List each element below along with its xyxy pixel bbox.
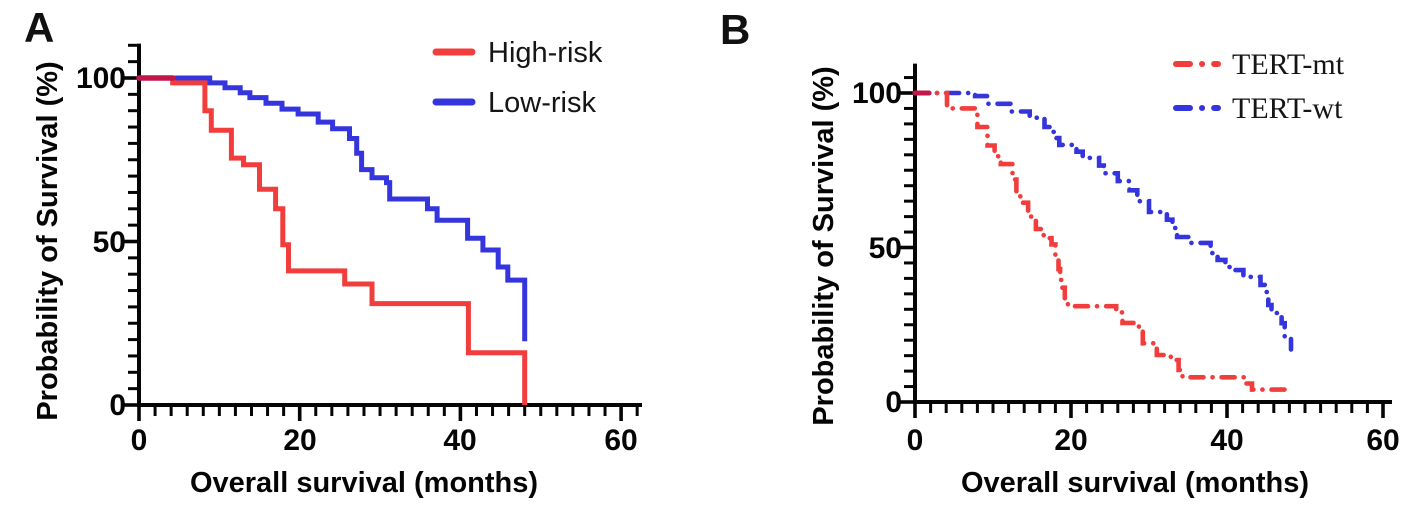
legend-tert-mt-label: TERT-mt (1232, 48, 1345, 81)
panel-a-y-tick-0: 0 (109, 389, 126, 422)
panel-a-y-tick-100: 100 (76, 62, 126, 95)
panel-a-x-tick-20: 20 (283, 424, 316, 457)
panel-b-y-tick-50: 50 (869, 232, 902, 265)
panel-b-x-tick-0: 0 (907, 424, 924, 457)
curve-high-risk (139, 75, 528, 405)
curve-low-risk (139, 75, 528, 342)
legend-tert-wt-label: TERT-wt (1232, 92, 1343, 125)
panel-b-x-tick-20: 20 (1054, 424, 1087, 457)
panel-a-legend: High-risk Low-risk (432, 37, 603, 119)
panel-a-x-tick-40: 40 (443, 424, 476, 457)
panel-a-x-tick-0: 0 (131, 424, 148, 457)
panel-b-letter: B (720, 6, 750, 53)
panel-a-x-tick-60: 60 (604, 424, 637, 457)
panel-a-x-axis-title: Overall survival (months) (190, 467, 538, 499)
curve-tert-wt (912, 90, 1294, 352)
panel-a-y-tick-50: 50 (93, 226, 126, 259)
panel-a-plot-area (123, 43, 642, 421)
panel-b-legend: TERT-mt TERT-wt (1173, 48, 1345, 125)
panel-b-y-axis-title: Probability of Survival (%) (808, 66, 840, 425)
panel-b-plot-area (899, 63, 1392, 418)
curve-tert-mt (912, 90, 1294, 392)
panel-b-y-tick-0: 0 (885, 386, 902, 419)
legend-low-risk-label: Low-risk (488, 87, 596, 119)
legend-high-risk-label: High-risk (488, 37, 603, 69)
panel-a-y-axis-title: Probability of Survival (%) (32, 61, 64, 420)
panel-b-x-axis-title: Overall survival (months) (961, 467, 1309, 499)
panel-b-y-tick-100: 100 (852, 77, 902, 110)
panel-b-x-tick-60: 60 (1366, 424, 1399, 457)
panel-a-letter: A (24, 4, 54, 51)
panel-b-x-tick-40: 40 (1210, 424, 1243, 457)
